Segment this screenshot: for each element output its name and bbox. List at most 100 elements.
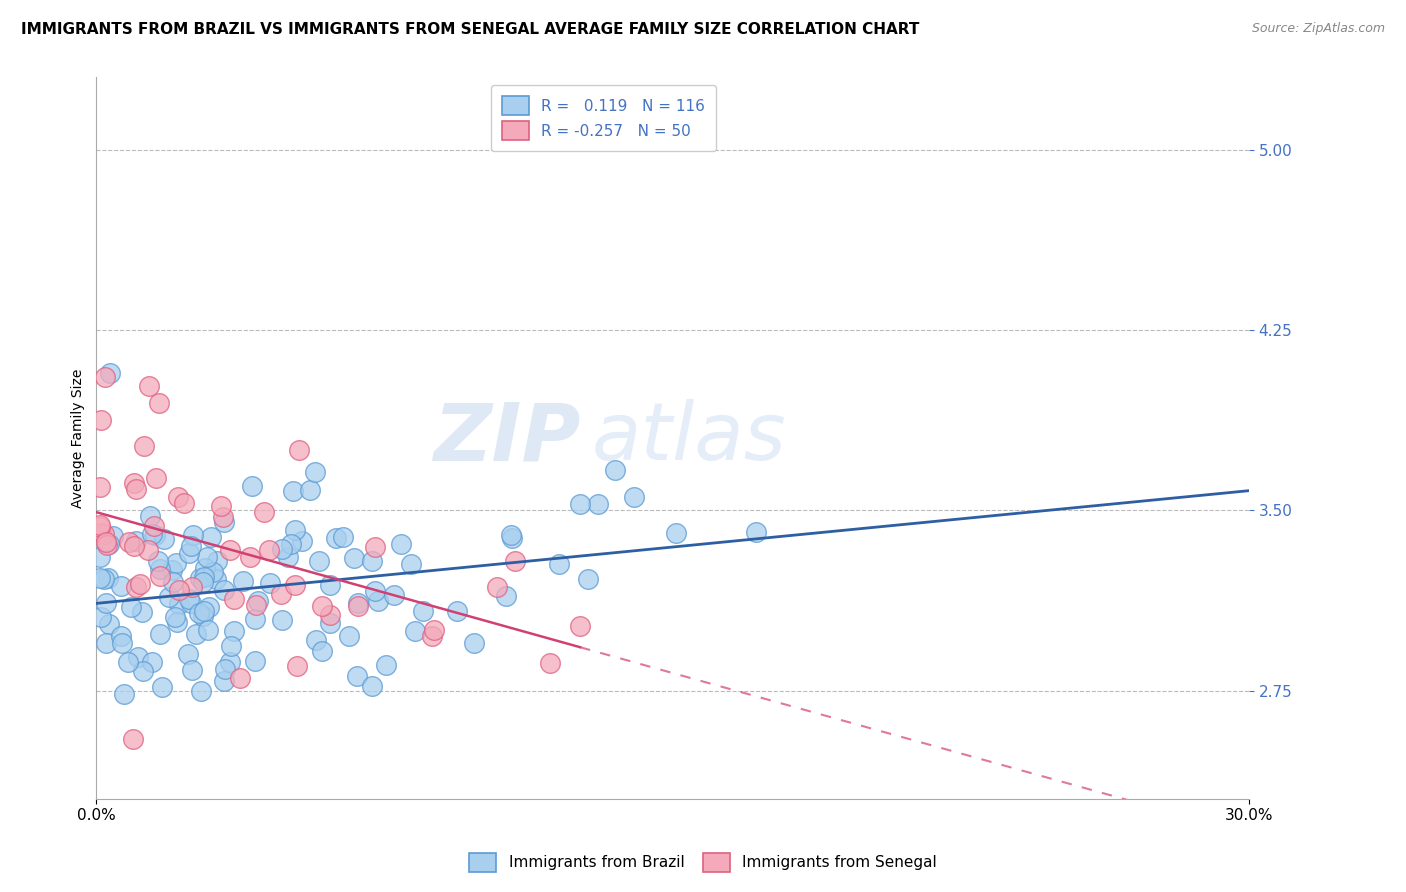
Point bbox=[110, 629, 132, 643]
Point bbox=[148, 395, 170, 409]
Point bbox=[247, 594, 270, 608]
Point bbox=[291, 534, 314, 549]
Point bbox=[141, 655, 163, 669]
Point bbox=[194, 561, 217, 575]
Point bbox=[90, 525, 112, 540]
Point bbox=[214, 674, 236, 689]
Point bbox=[232, 574, 254, 588]
Point bbox=[150, 680, 173, 694]
Point bbox=[188, 607, 211, 621]
Point bbox=[347, 599, 370, 613]
Point bbox=[160, 563, 183, 577]
Point bbox=[209, 499, 232, 513]
Point bbox=[367, 594, 389, 608]
Point bbox=[138, 379, 160, 393]
Point bbox=[485, 581, 508, 595]
Point bbox=[136, 543, 159, 558]
Point bbox=[139, 508, 162, 523]
Point bbox=[193, 604, 215, 618]
Text: Source: ZipAtlas.com: Source: ZipAtlas.com bbox=[1251, 22, 1385, 36]
Point bbox=[287, 443, 309, 458]
Point bbox=[124, 539, 146, 553]
Point bbox=[319, 577, 342, 591]
Point bbox=[214, 662, 236, 676]
Point bbox=[101, 528, 124, 542]
Point bbox=[184, 627, 207, 641]
Point bbox=[308, 554, 330, 568]
Point bbox=[276, 549, 298, 564]
Point bbox=[125, 580, 148, 594]
Point bbox=[120, 599, 142, 614]
Point bbox=[177, 546, 200, 560]
Point bbox=[177, 648, 200, 662]
Point bbox=[360, 679, 382, 693]
Point bbox=[96, 596, 118, 610]
Point bbox=[569, 497, 592, 511]
Point bbox=[259, 575, 281, 590]
Point bbox=[298, 483, 321, 498]
Point bbox=[167, 582, 190, 597]
Point bbox=[110, 579, 132, 593]
Point bbox=[346, 669, 368, 683]
Point bbox=[319, 616, 342, 631]
Point bbox=[463, 636, 485, 650]
Point bbox=[311, 599, 333, 613]
Point bbox=[93, 527, 115, 541]
Point bbox=[89, 520, 111, 534]
Point bbox=[389, 537, 412, 551]
Text: ZIP: ZIP bbox=[433, 399, 581, 477]
Text: IMMIGRANTS FROM BRAZIL VS IMMIGRANTS FROM SENEGAL AVERAGE FAMILY SIZE CORRELATIO: IMMIGRANTS FROM BRAZIL VS IMMIGRANTS FRO… bbox=[21, 22, 920, 37]
Point bbox=[111, 635, 134, 649]
Point bbox=[360, 554, 382, 568]
Point bbox=[97, 571, 120, 585]
Legend: R =   0.119   N = 116, R = -0.257   N = 50: R = 0.119 N = 116, R = -0.257 N = 50 bbox=[491, 85, 716, 151]
Point bbox=[125, 533, 148, 548]
Point bbox=[240, 479, 263, 493]
Point bbox=[145, 471, 167, 485]
Point bbox=[180, 596, 202, 610]
Point bbox=[665, 525, 688, 540]
Point bbox=[243, 612, 266, 626]
Point bbox=[112, 687, 135, 701]
Point bbox=[305, 632, 328, 647]
Point bbox=[623, 490, 645, 504]
Point bbox=[202, 565, 225, 579]
Point bbox=[284, 578, 307, 592]
Point bbox=[129, 577, 152, 591]
Point bbox=[94, 636, 117, 650]
Point bbox=[319, 607, 342, 622]
Point bbox=[382, 588, 405, 602]
Point bbox=[205, 572, 228, 586]
Point bbox=[257, 542, 280, 557]
Point bbox=[117, 656, 139, 670]
Point bbox=[284, 523, 307, 537]
Point bbox=[422, 624, 444, 638]
Point bbox=[576, 573, 599, 587]
Point bbox=[180, 539, 202, 553]
Point bbox=[165, 610, 187, 624]
Point bbox=[131, 664, 153, 678]
Point bbox=[280, 536, 302, 550]
Point bbox=[339, 629, 361, 643]
Point bbox=[157, 590, 180, 604]
Point bbox=[495, 589, 517, 603]
Point bbox=[253, 505, 276, 519]
Point bbox=[142, 519, 165, 533]
Text: atlas: atlas bbox=[592, 399, 787, 477]
Point bbox=[501, 532, 523, 546]
Point bbox=[149, 569, 172, 583]
Point bbox=[548, 558, 571, 572]
Point bbox=[569, 619, 592, 633]
Point bbox=[271, 542, 294, 557]
Point bbox=[364, 583, 387, 598]
Point bbox=[200, 530, 222, 544]
Point bbox=[97, 537, 120, 551]
Point bbox=[211, 510, 233, 524]
Point bbox=[446, 604, 468, 618]
Point bbox=[124, 483, 146, 497]
Point bbox=[205, 554, 228, 568]
Point bbox=[404, 624, 426, 639]
Point bbox=[325, 531, 347, 545]
Point bbox=[191, 574, 214, 589]
Point bbox=[499, 527, 522, 541]
